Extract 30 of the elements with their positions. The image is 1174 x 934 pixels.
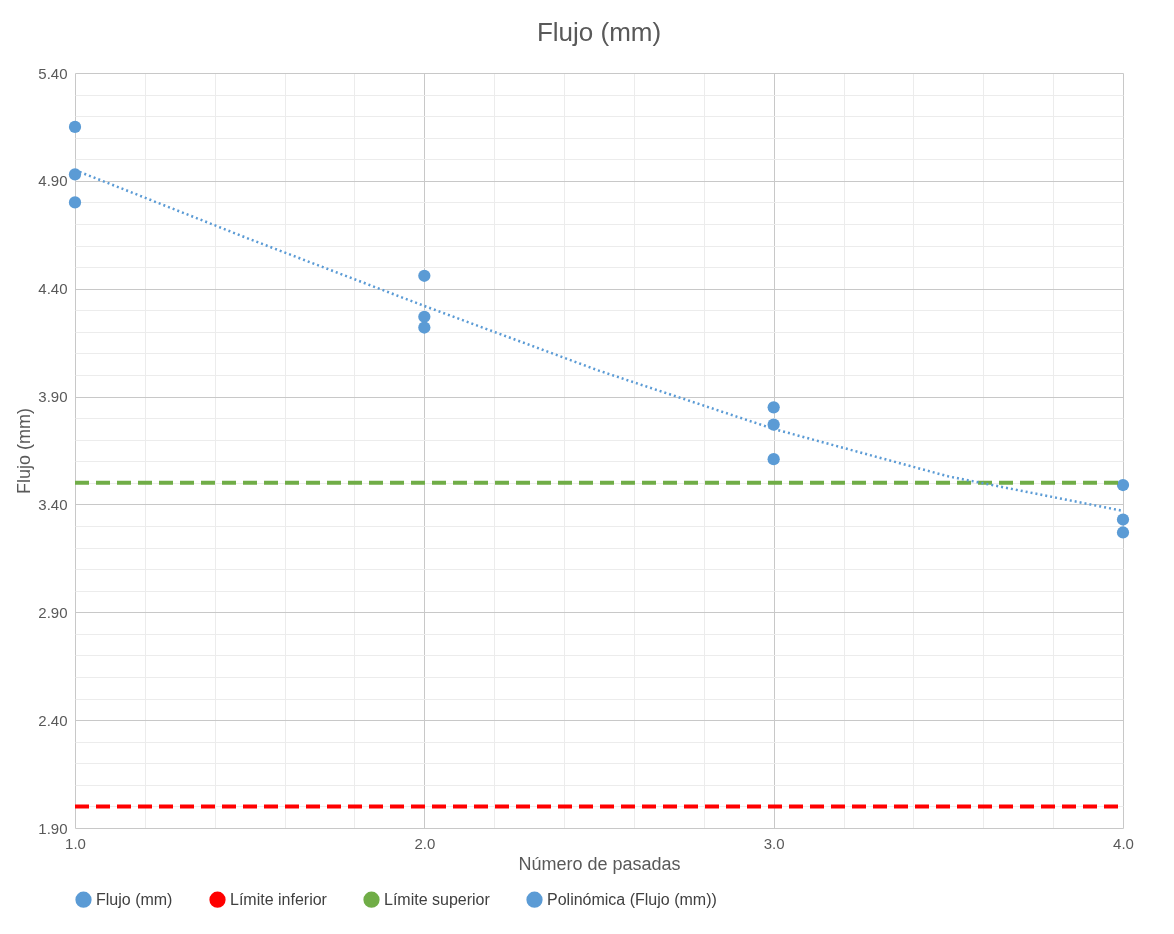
legend-label: Límite superior	[384, 890, 491, 908]
y-axis-title: Flujo (mm)	[14, 408, 35, 494]
point	[1116, 478, 1130, 492]
point	[68, 196, 82, 209]
x-tick-label: 1.0	[65, 834, 86, 852]
chart-title: Flujo (mm)	[536, 17, 662, 47]
point	[418, 321, 431, 334]
point	[767, 453, 780, 466]
point	[418, 310, 431, 323]
x-tick-label: 4.0	[1113, 834, 1134, 852]
point	[68, 120, 82, 134]
y-tick-label: 3.90	[38, 388, 68, 406]
x-tick-label: 2.0	[414, 834, 436, 852]
point	[767, 418, 780, 431]
legend-label: Flujo (mm)	[96, 890, 173, 908]
y-tick-label: 1.90	[38, 819, 68, 837]
legend-label: Polinómica (Flujo (mm))	[547, 890, 717, 908]
point	[1116, 526, 1130, 539]
y-tick-label: 2.90	[38, 603, 68, 621]
point	[767, 401, 780, 414]
x-tick-label: 3.0	[763, 834, 785, 852]
point	[1116, 513, 1130, 526]
y-tick-label: 4.40	[38, 280, 68, 298]
point	[418, 269, 431, 282]
y-tick-label: 5.40	[38, 64, 68, 82]
legend-label: Límite inferior	[230, 890, 328, 908]
y-tick-label: 4.90	[38, 172, 68, 190]
y-tick-label: 2.40	[38, 711, 68, 729]
x-axis-title: Número de pasadas	[518, 853, 681, 874]
y-tick-label: 3.40	[38, 495, 68, 513]
